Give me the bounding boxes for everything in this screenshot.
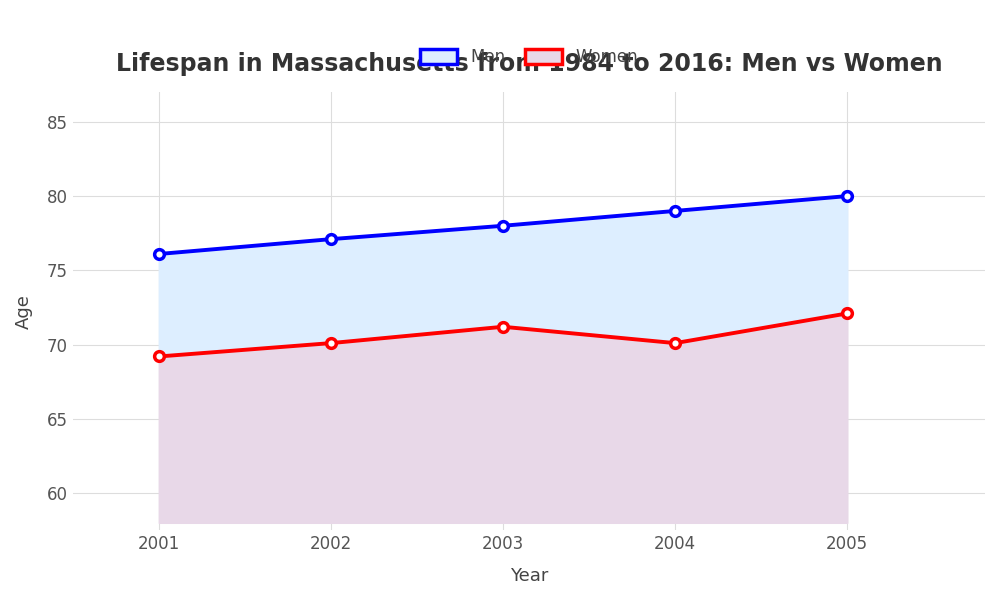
Y-axis label: Age: Age: [15, 294, 33, 329]
X-axis label: Year: Year: [510, 567, 548, 585]
Title: Lifespan in Massachusetts from 1984 to 2016: Men vs Women: Lifespan in Massachusetts from 1984 to 2…: [116, 52, 942, 76]
Legend: Men, Women: Men, Women: [420, 48, 638, 66]
